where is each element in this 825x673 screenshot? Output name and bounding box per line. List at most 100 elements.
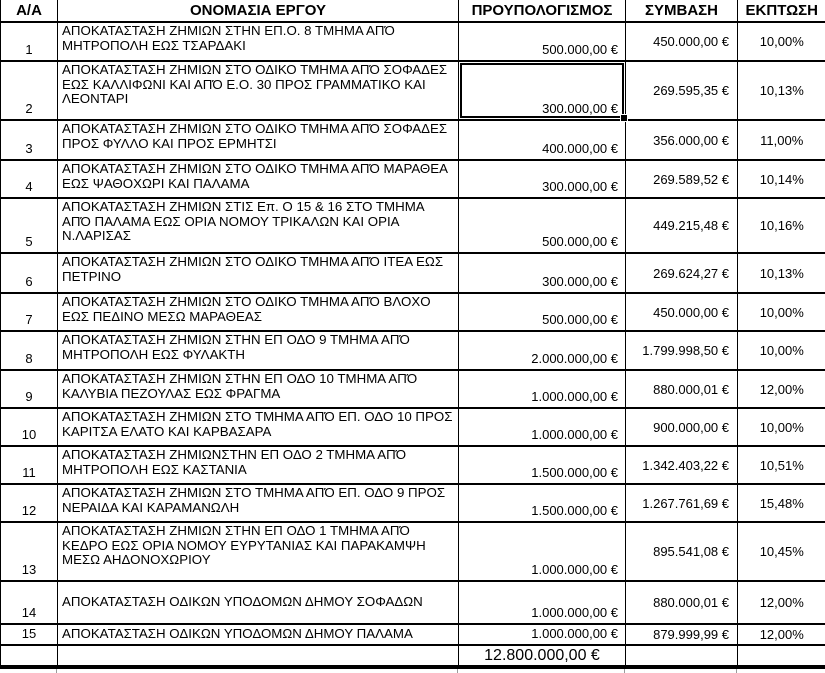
- cell-discount[interactable]: 10,13%: [738, 61, 825, 120]
- cell-contract[interactable]: 880.000,01 €: [626, 370, 738, 408]
- cell-contract[interactable]: 269.595,35 €: [626, 61, 738, 120]
- table-row: 13 ΑΠΟΚΑΤΑΣΤΑΣΗ ΖΗΜΙΩΝ ΣΤΗΝ ΕΠ ΟΔΟ 1 ΤΜΗ…: [1, 522, 825, 581]
- cell-aa[interactable]: 7: [1, 293, 58, 331]
- cell-aa[interactable]: 10: [1, 408, 58, 446]
- empty-cell[interactable]: [626, 645, 738, 667]
- fill-handle[interactable]: [620, 114, 628, 122]
- header-aa[interactable]: Α/Α: [1, 0, 58, 22]
- cell-contract[interactable]: 450.000,00 €: [626, 22, 738, 61]
- table-row: 4 ΑΠΟΚΑΤΑΣΤΑΣΗ ΖΗΜΙΩΝ ΣΤΟ ΟΔΙΚΟ ΤΜΗΜΑ ΑΠ…: [1, 160, 825, 198]
- header-contract[interactable]: ΣΥΜΒΑΣΗ: [626, 0, 738, 22]
- cell-contract[interactable]: 269.624,27 €: [626, 253, 738, 293]
- cell-discount[interactable]: 12,00%: [738, 581, 825, 624]
- gridline-stub: [736, 669, 737, 673]
- cell-contract[interactable]: 269.589,52 €: [626, 160, 738, 198]
- cell-aa[interactable]: 14: [1, 581, 58, 624]
- cell-discount[interactable]: 12,00%: [738, 624, 825, 645]
- cell-budget[interactable]: 500.000,00 €: [459, 293, 626, 331]
- cell-aa[interactable]: 1: [1, 22, 58, 61]
- cell-project-name[interactable]: ΑΠΟΚΑΤΑΣΤΑΣΗ ΖΗΜΙΩΝ ΣΤΟ ΟΔΙΚΟ ΤΜΗΜΑ ΑΠΌ …: [58, 160, 459, 198]
- cell-discount[interactable]: 10,00%: [738, 22, 825, 61]
- cell-budget[interactable]: 1.500.000,00 €: [459, 484, 626, 522]
- cell-project-name[interactable]: ΑΠΟΚΑΤΑΣΤΑΣΗ ΖΗΜΙΩΝ ΣΤΟ ΟΔΙΚΟ ΤΜΗΜΑ ΑΠΌ …: [58, 253, 459, 293]
- cell-aa[interactable]: 8: [1, 331, 58, 370]
- empty-cell[interactable]: [1, 645, 58, 667]
- header-budget[interactable]: ΠΡΟΥΠΟΛΟΓΙΣΜΟΣ: [459, 0, 626, 22]
- cell-budget[interactable]: 1.000.000,00 €: [459, 522, 626, 581]
- cell-budget[interactable]: 300.000,00 €: [459, 160, 626, 198]
- table-row: 15 ΑΠΟΚΑΤΑΣΤΑΣΗ ΟΔΙΚΩΝ ΥΠΟΔΟΜΩΝ ΔΗΜΟΥ ΠΑ…: [1, 624, 825, 645]
- cell-contract[interactable]: 1.342.403,22 €: [626, 446, 738, 484]
- cell-aa[interactable]: 4: [1, 160, 58, 198]
- cell-project-name[interactable]: ΑΠΟΚΑΤΑΣΤΑΣΗ ΖΗΜΙΩΝ ΣΤΙΣ Επ. Ο 15 & 16 Σ…: [58, 198, 459, 253]
- table-row: 3 ΑΠΟΚΑΤΑΣΤΑΣΗ ΖΗΜΙΩΝ ΣΤΟ ΟΔΙΚΟ ΤΜΗΜΑ ΑΠ…: [1, 120, 825, 160]
- cell-discount[interactable]: 10,00%: [738, 331, 825, 370]
- cell-budget[interactable]: 1.500.000,00 €: [459, 446, 626, 484]
- cell-contract[interactable]: 1.267.761,69 €: [626, 484, 738, 522]
- gridline-stub: [624, 669, 625, 673]
- cell-project-name[interactable]: ΑΠΟΚΑΤΑΣΤΑΣΗ ΖΗΜΙΩΝΣΤΗΝ ΕΠ ΟΔΟ 2 ΤΜΗΜΑ Α…: [58, 446, 459, 484]
- cell-aa[interactable]: 9: [1, 370, 58, 408]
- cell-project-name[interactable]: ΑΠΟΚΑΤΑΣΤΑΣΗ ΖΗΜΙΩΝ ΣΤΗΝ ΕΠ.Ο. 8 ΤΜΗΜΑ Α…: [58, 22, 459, 61]
- table-row: 5 ΑΠΟΚΑΤΑΣΤΑΣΗ ΖΗΜΙΩΝ ΣΤΙΣ Επ. Ο 15 & 16…: [1, 198, 825, 253]
- header-project-name[interactable]: ΟΝΟΜΑΣΙΑ ΕΡΓΟΥ: [58, 0, 459, 22]
- cell-project-name[interactable]: ΑΠΟΚΑΤΑΣΤΑΣΗ ΖΗΜΙΩΝ ΣΤΗΝ ΕΠ ΟΔΟ 9 ΤΜΗΜΑ …: [58, 331, 459, 370]
- cell-discount[interactable]: 11,00%: [738, 120, 825, 160]
- cell-contract[interactable]: 900.000,00 €: [626, 408, 738, 446]
- cell-budget[interactable]: 1.000.000,00 €: [459, 370, 626, 408]
- cell-discount[interactable]: 10,16%: [738, 198, 825, 253]
- gridline-stub: [457, 669, 458, 673]
- cell-project-name[interactable]: ΑΠΟΚΑΤΑΣΤΑΣΗ ΖΗΜΙΩΝ ΣΤΟ ΟΔΙΚΟ ΤΜΗΜΑ ΑΠΌ …: [58, 120, 459, 160]
- cell-discount[interactable]: 10,00%: [738, 293, 825, 331]
- header-discount[interactable]: ΕΚΠΤΩΣΗ: [738, 0, 825, 22]
- cell-budget[interactable]: 1.000.000,00 €: [459, 408, 626, 446]
- cell-discount[interactable]: 10,14%: [738, 160, 825, 198]
- cell-contract[interactable]: 1.799.998,50 €: [626, 331, 738, 370]
- cell-aa[interactable]: 11: [1, 446, 58, 484]
- cell-budget[interactable]: 1.000.000,00 €: [459, 624, 626, 645]
- cell-contract[interactable]: 880.000,01 €: [626, 581, 738, 624]
- cell-discount[interactable]: 10,51%: [738, 446, 825, 484]
- cell-budget[interactable]: 1.000.000,00 €: [459, 581, 626, 624]
- cell-project-name[interactable]: ΑΠΟΚΑΤΑΣΤΑΣΗ ΟΔΙΚΩΝ ΥΠΟΔΟΜΩΝ ΔΗΜΟΥ ΣΟΦΑΔ…: [58, 581, 459, 624]
- cell-project-name[interactable]: ΑΠΟΚΑΤΑΣΤΑΣΗ ΖΗΜΙΩΝ ΣΤΗΝ ΕΠ ΟΔΟ 1 ΤΜΗΜΑ …: [58, 522, 459, 581]
- cell-budget[interactable]: 500.000,00 €: [459, 198, 626, 253]
- cell-budget[interactable]: 500.000,00 €: [459, 22, 626, 61]
- cell-contract[interactable]: 895.541,08 €: [626, 522, 738, 581]
- cell-project-name[interactable]: ΑΠΟΚΑΤΑΣΤΑΣΗ ΖΗΜΙΩΝ ΣΤΟ ΟΔΙΚΟ ΤΜΗΜΑ ΑΠΌ …: [58, 61, 459, 120]
- cell-discount[interactable]: 15,48%: [738, 484, 825, 522]
- cell-aa[interactable]: 2: [1, 61, 58, 120]
- cell-discount[interactable]: 12,00%: [738, 370, 825, 408]
- gridline-stub: [56, 669, 57, 673]
- empty-cell[interactable]: [58, 645, 459, 667]
- cell-aa[interactable]: 13: [1, 522, 58, 581]
- cell-contract[interactable]: 450.000,00 €: [626, 293, 738, 331]
- cell-project-name[interactable]: ΑΠΟΚΑΤΑΣΤΑΣΗ ΟΔΙΚΩΝ ΥΠΟΔΟΜΩΝ ΔΗΜΟΥ ΠΑΛΑΜ…: [58, 624, 459, 645]
- cell-aa[interactable]: 3: [1, 120, 58, 160]
- cell-project-name[interactable]: ΑΠΟΚΑΤΑΣΤΑΣΗ ΖΗΜΙΩΝ ΣΤΟ ΟΔΙΚΟ ΤΜΗΜΑ ΑΠΌ …: [58, 293, 459, 331]
- gridline-stubs: [0, 669, 825, 673]
- cell-aa[interactable]: 6: [1, 253, 58, 293]
- cell-aa[interactable]: 12: [1, 484, 58, 522]
- table-row: 9 ΑΠΟΚΑΤΑΣΤΑΣΗ ΖΗΜΙΩΝ ΣΤΗΝ ΕΠ ΟΔΟ 10 ΤΜΗ…: [1, 370, 825, 408]
- cell-budget[interactable]: 2.000.000,00 €: [459, 331, 626, 370]
- cell-project-name[interactable]: ΑΠΟΚΑΤΑΣΤΑΣΗ ΖΗΜΙΩΝ ΣΤΟ ΤΜΗΜΑ ΑΠΌ ΕΠ. ΟΔ…: [58, 484, 459, 522]
- header-row: Α/Α ΟΝΟΜΑΣΙΑ ΕΡΓΟΥ ΠΡΟΥΠΟΛΟΓΙΣΜΟΣ ΣΥΜΒΑΣ…: [1, 0, 825, 22]
- cell-discount[interactable]: 10,00%: [738, 408, 825, 446]
- cell-discount[interactable]: 10,13%: [738, 253, 825, 293]
- cell-project-name[interactable]: ΑΠΟΚΑΤΑΣΤΑΣΗ ΖΗΜΙΩΝ ΣΤΗΝ ΕΠ ΟΔΟ 10 ΤΜΗΜΑ…: [58, 370, 459, 408]
- cell-aa[interactable]: 15: [1, 624, 58, 645]
- total-budget-cell[interactable]: 12.800.000,00 €: [459, 645, 626, 667]
- empty-cell[interactable]: [738, 645, 825, 667]
- cell-contract[interactable]: 356.000,00 €: [626, 120, 738, 160]
- cell-project-name[interactable]: ΑΠΟΚΑΤΑΣΤΑΣΗ ΖΗΜΙΩΝ ΣΤΟ ΤΜΗΜΑ ΑΠΌ ΕΠ. ΟΔ…: [58, 408, 459, 446]
- cell-budget-selected[interactable]: 300.000,00 €: [459, 61, 626, 120]
- cell-contract[interactable]: 879.999,99 €: [626, 624, 738, 645]
- cell-budget[interactable]: 300.000,00 €: [459, 253, 626, 293]
- cell-budget[interactable]: 400.000,00 €: [459, 120, 626, 160]
- cell-contract[interactable]: 449.215,48 €: [626, 198, 738, 253]
- selected-cell-value: 300.000,00 €: [542, 101, 618, 116]
- cell-aa[interactable]: 5: [1, 198, 58, 253]
- cell-discount[interactable]: 10,45%: [738, 522, 825, 581]
